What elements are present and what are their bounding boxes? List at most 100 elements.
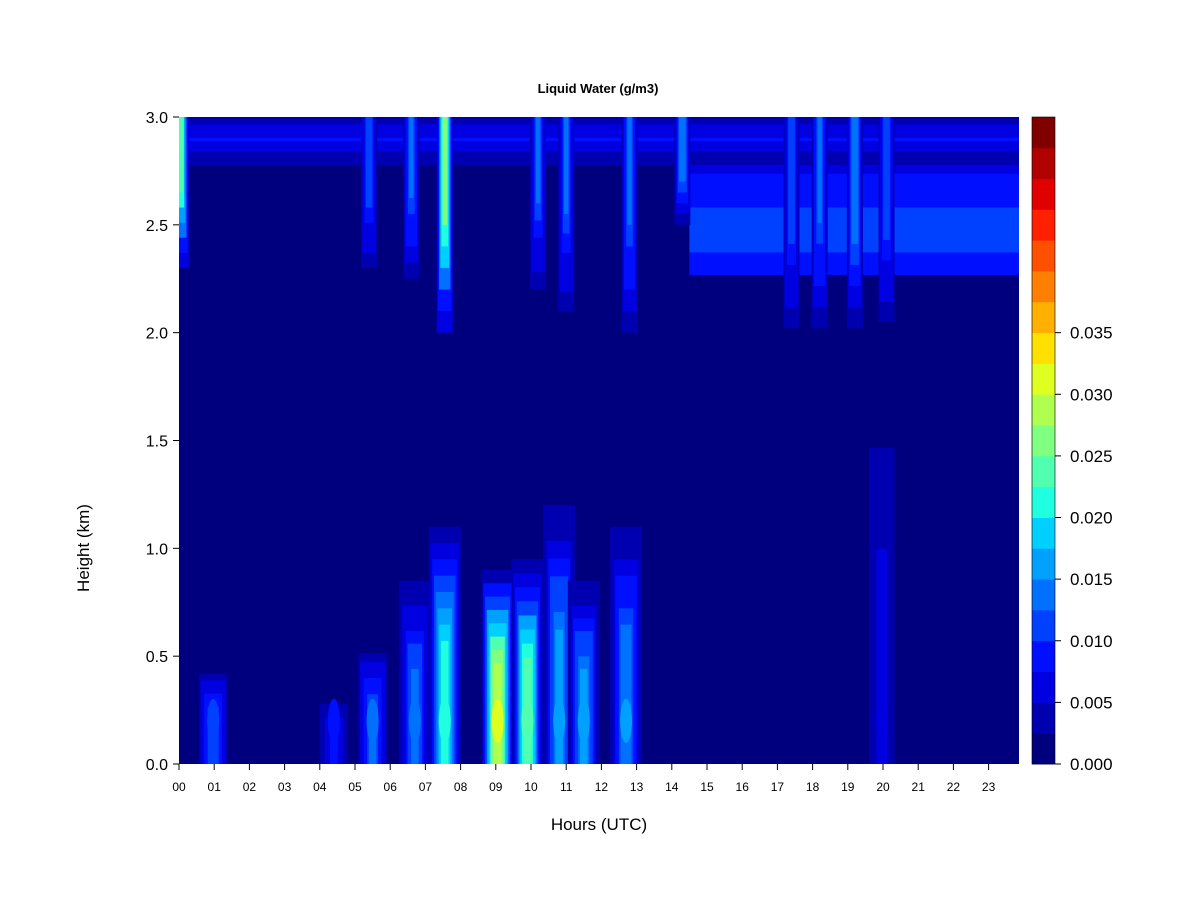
x-axis-ticks: 00 01 02 03 04 05 06 07 08 09 10 11 12 13 14 15 16 17 18 19… [172, 764, 996, 794]
colorbar-swatch [1032, 425, 1055, 457]
cloud-layer-band [179, 147, 1019, 152]
colorbar-swatch [1032, 733, 1055, 765]
y-tick-label: 1.0 [146, 541, 168, 558]
cloud-layer-band [179, 140, 1019, 145]
y-axis-ticks: 0.0 0.5 1.0 1.5 2.0 2.5 3.0 [146, 110, 179, 774]
upper-streak [564, 117, 569, 215]
colorbar-swatch [1032, 301, 1055, 334]
convective-core [521, 698, 534, 743]
x-tick-label: 15 [700, 780, 714, 794]
cloud-layer-band [179, 133, 1019, 138]
convective-column [330, 730, 338, 764]
convective-core [875, 698, 888, 743]
colorbar-swatch [1032, 517, 1055, 549]
cloud-layer-band [179, 117, 1019, 121]
colorbar-legend [1031, 116, 1056, 765]
colorbar-swatch [1032, 702, 1055, 734]
x-tick-label: 09 [489, 780, 503, 794]
x-tick-label: 21 [912, 780, 926, 794]
y-tick-label: 2.5 [146, 218, 168, 235]
y-tick-label: 3.0 [146, 110, 168, 127]
colorbar-swatch [1032, 486, 1055, 518]
x-tick-label: 07 [419, 780, 433, 794]
x-tick-label: 22 [947, 780, 961, 794]
x-tick-label: 19 [841, 780, 855, 794]
convective-core [366, 698, 379, 743]
convective-core [438, 698, 451, 743]
convective-column [555, 629, 563, 764]
x-tick-label: 02 [243, 780, 257, 794]
y-tick-label: 0.5 [146, 649, 168, 666]
upper-streak [179, 117, 183, 193]
x-tick-label: 00 [172, 780, 186, 794]
upper-streak [884, 117, 889, 220]
cloud-layer-band [179, 154, 1019, 159]
colorbar-swatch [1032, 640, 1055, 672]
convective-column [878, 573, 886, 764]
y-tick-label: 0.0 [146, 757, 168, 774]
x-tick-label: 18 [806, 780, 820, 794]
x-tick-label: 17 [771, 780, 785, 794]
colorbar-swatch [1032, 240, 1055, 272]
colorbar-swatch [1032, 455, 1055, 488]
upper-streak [409, 117, 414, 198]
colorbar-swatch [1032, 671, 1055, 703]
upper-streak [535, 117, 541, 204]
x-tick-label: 04 [313, 780, 327, 794]
convective-core [577, 698, 590, 743]
colorbar-swatch [1032, 271, 1055, 303]
cloud-layer-band [179, 120, 1019, 125]
cloud-layer-band [179, 127, 1019, 132]
cloud-layer-band [179, 144, 1019, 149]
upper-streak [852, 117, 858, 223]
x-tick-label: 06 [384, 780, 398, 794]
x-tick-label: 01 [208, 780, 222, 794]
x-tick-label: 12 [595, 780, 609, 794]
colorbar-swatch [1032, 609, 1055, 642]
x-tick-label: 23 [982, 780, 996, 794]
y-axis-label: Height (km) [74, 504, 93, 592]
colorbar-swatch [1032, 363, 1055, 395]
y-tick-label: 2.0 [146, 326, 168, 343]
colorbar-tick-label: 0.030 [1070, 385, 1113, 404]
convective-core [327, 698, 340, 743]
x-tick-label: 08 [454, 780, 468, 794]
cloud-layer-band [179, 150, 1019, 155]
convective-core [553, 698, 566, 743]
upper-streak [789, 117, 794, 223]
colorbar-swatch [1032, 332, 1055, 364]
upper-streak [442, 117, 447, 225]
convective-core [207, 698, 220, 743]
colorbar-swatch [1032, 147, 1055, 180]
colorbar-tick-label: 0.000 [1070, 755, 1113, 774]
colorbar-frame [1031, 116, 1056, 765]
x-tick-label: 14 [665, 780, 679, 794]
convective-core [620, 698, 633, 743]
cloud-layer-band [179, 130, 1019, 135]
colorbar-swatch [1032, 117, 1055, 149]
colorbar-tick-label: 0.020 [1070, 509, 1113, 528]
colorbar-swatch [1032, 394, 1055, 426]
cloud-layer-band [179, 157, 1019, 162]
x-tick-label: 11 [560, 780, 573, 794]
convective-core [491, 698, 504, 743]
colorbar-swatch [1032, 209, 1055, 241]
x-axis-label: Hours (UTC) [551, 815, 647, 834]
x-tick-label: 16 [736, 780, 750, 794]
colorbar-tick-label: 0.025 [1070, 447, 1113, 466]
x-tick-label: 03 [278, 780, 292, 794]
upper-streak [680, 117, 685, 171]
colorbar-tick-label: 0.035 [1070, 324, 1113, 343]
upper-streak [366, 117, 372, 193]
colorbar-tick-label: 0.005 [1070, 693, 1113, 712]
cloud-layer-band [179, 161, 1019, 165]
cloud-layer-band [179, 137, 1019, 142]
upper-streak [817, 117, 822, 223]
chart-title: Liquid Water (g/m3) [538, 81, 659, 96]
colorbar-ticks: 0.000 0.005 0.010 0.015 0.020 0.025 0.030 0.035 [1055, 324, 1113, 774]
x-tick-label: 10 [524, 780, 538, 794]
x-tick-label: 13 [630, 780, 644, 794]
cloud-layer-band [179, 123, 1019, 128]
y-tick-label: 1.5 [146, 434, 168, 451]
